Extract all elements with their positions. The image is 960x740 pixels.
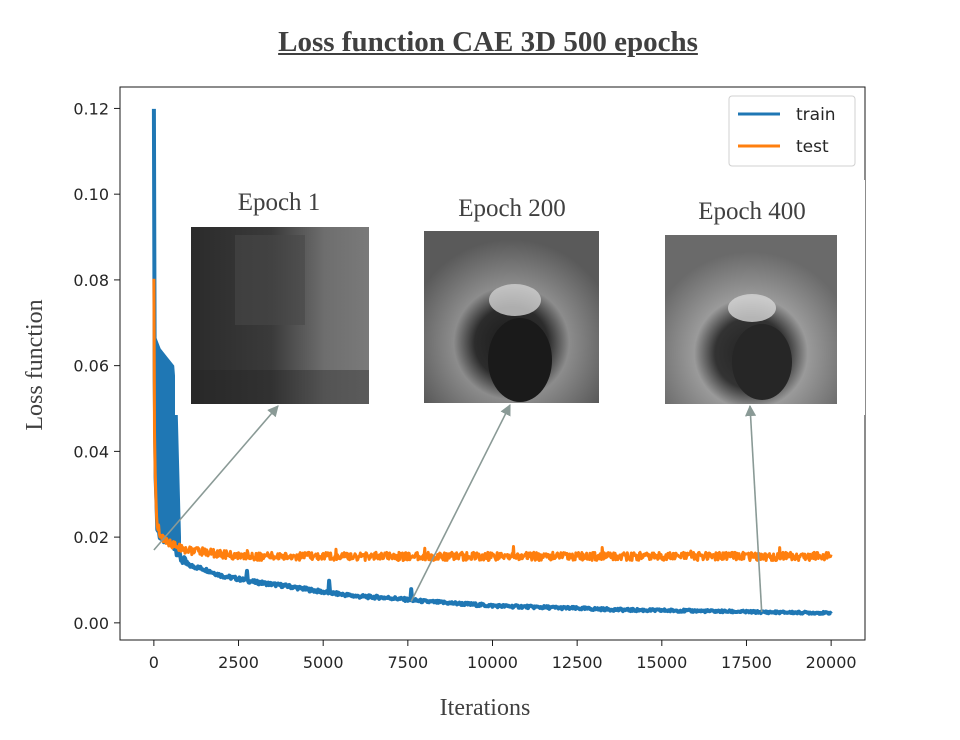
y-tick-label: 0.10 — [73, 185, 109, 204]
y-tick-label: 0.12 — [73, 99, 109, 118]
legend-train-label: train — [796, 105, 836, 125]
train-noise-band — [155, 335, 181, 559]
inset-image-epoch-200-dark-region — [488, 318, 552, 402]
y-tick-label: 0.04 — [73, 442, 109, 461]
x-tick-label: 7500 — [387, 653, 428, 672]
x-tick-label: 5000 — [303, 653, 344, 672]
inset-label-epoch-200: Epoch 200 — [458, 195, 566, 222]
inset-label-epoch-400: Epoch 400 — [698, 198, 806, 225]
x-tick-label: 0 — [149, 653, 159, 672]
inset-arrow — [410, 403, 511, 602]
inset-epoch-1: Epoch 1 — [191, 189, 369, 404]
inset-arrow — [153, 405, 279, 551]
inset-image-epoch-400-dark-region — [732, 324, 792, 400]
inset-arrow — [744, 404, 763, 613]
test-series-line — [152, 278, 833, 562]
x-tick-label: 2500 — [218, 653, 259, 672]
y-axis-ticks: 0.00 0.02 0.04 0.06 0.08 0.10 0.12 — [73, 99, 120, 633]
x-tick-label: 17500 — [721, 653, 772, 672]
y-tick-label: 0.06 — [73, 357, 109, 376]
inset-image-epoch-1-shade — [191, 370, 369, 404]
train-series-line — [151, 108, 833, 616]
chart-title: Loss function CAE 3D 500 epochs — [278, 26, 698, 58]
inset-epoch-200: Epoch 200 — [424, 195, 599, 403]
y-tick-label: 0.00 — [73, 614, 109, 633]
inset-epoch-400: Epoch 400 — [665, 198, 837, 404]
inset-image-epoch-1-block — [235, 235, 305, 325]
y-tick-label: 0.08 — [73, 271, 109, 290]
inset-arrows — [153, 403, 763, 613]
legend: train test — [728, 95, 856, 167]
y-tick-label: 0.02 — [73, 528, 109, 547]
x-axis-ticks: 0 2500 5000 7500 10000 12500 15000 17500 20000 — [149, 640, 857, 672]
legend-test-label: test — [796, 137, 829, 157]
x-tick-label: 20000 — [806, 653, 857, 672]
inset-label-epoch-1: Epoch 1 — [238, 189, 321, 216]
x-tick-label: 10000 — [467, 653, 518, 672]
x-tick-label: 15000 — [636, 653, 687, 672]
y-axis-label: Loss function — [22, 299, 48, 430]
x-axis-label: Iterations — [440, 695, 531, 721]
inset-image-epoch-400-light-region — [728, 294, 776, 322]
inset-image-epoch-200-light-region — [489, 284, 541, 316]
legend-box — [728, 95, 856, 167]
x-tick-label: 12500 — [552, 653, 603, 672]
